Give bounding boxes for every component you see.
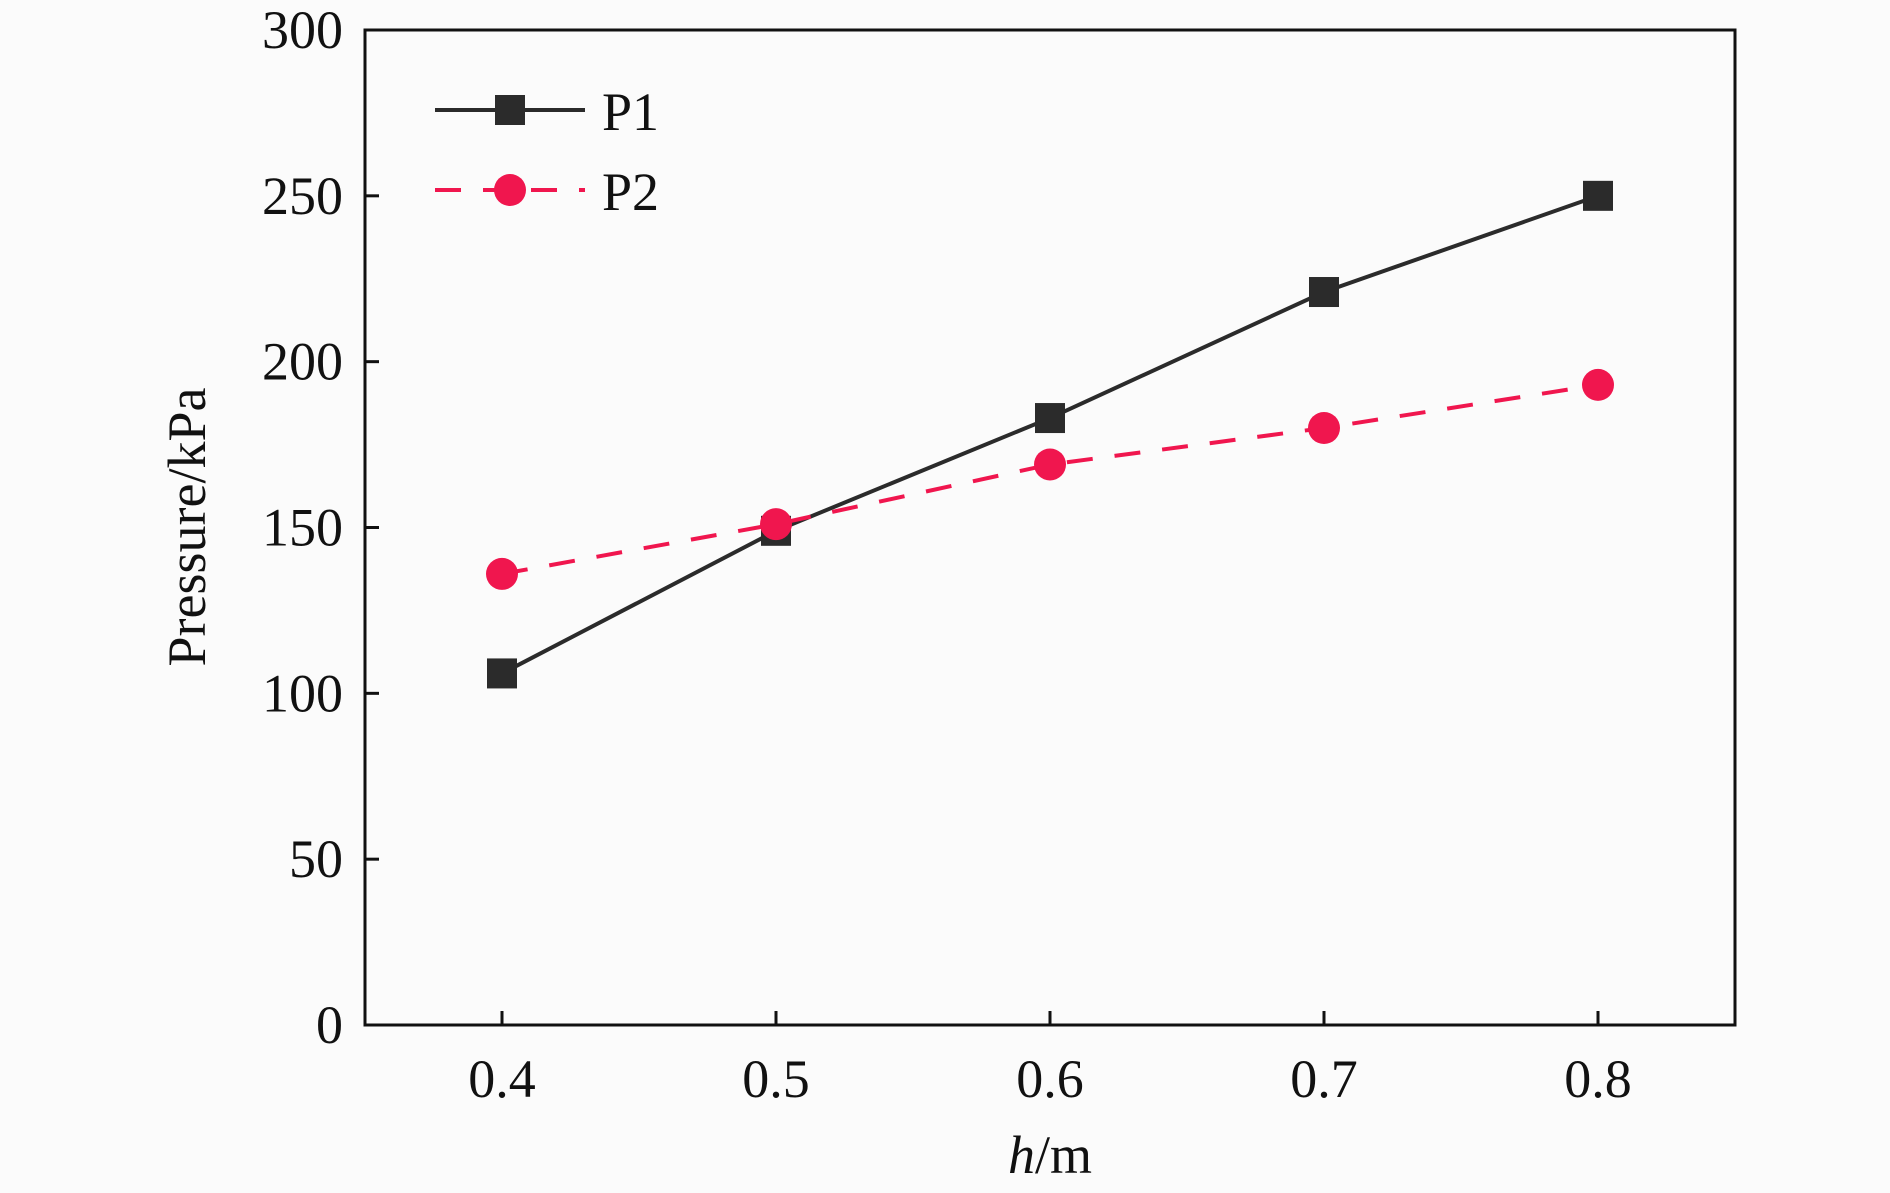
data-point-p2: [760, 508, 792, 541]
series-line-p1: [501, 193, 1599, 676]
plot-frame: [363, 28, 1737, 1027]
y-tick-label: 200: [262, 332, 343, 392]
series-line-p2: [501, 382, 1599, 576]
x-tick-label: 0.5: [742, 1049, 810, 1109]
series-layer: [486, 180, 1614, 689]
x-tick-label: 0.4: [468, 1049, 536, 1109]
series-p1: [487, 180, 1613, 689]
legend: P1 P2: [435, 82, 659, 222]
y-axis-ticks: 0 50 100 150 200 250 300: [262, 0, 379, 1055]
x-axis-title-variable: h: [1008, 1125, 1035, 1185]
x-axis-title: h/m: [1008, 1125, 1092, 1185]
x-axis-title-unit: /m: [1035, 1125, 1092, 1185]
data-point-p2: [486, 557, 518, 590]
y-axis-title: Pressure/kPa: [157, 387, 217, 666]
legend-square-marker-icon: [495, 95, 525, 125]
data-point-p2: [1582, 368, 1614, 401]
y-tick-label: 50: [289, 829, 343, 889]
legend-item-p2: P2: [435, 162, 659, 222]
legend-label-p2: P2: [602, 162, 659, 222]
y-tick-label: 100: [262, 663, 343, 723]
legend-label-p1: P1: [602, 82, 659, 142]
data-point-p1: [1035, 403, 1065, 434]
y-tick-label: 0: [316, 995, 343, 1055]
data-point-p2: [1308, 412, 1340, 444]
legend-circle-marker-icon: [494, 174, 526, 206]
x-tick-label: 0.7: [1290, 1049, 1358, 1109]
data-point-p1: [487, 658, 517, 689]
x-tick-label: 0.8: [1564, 1049, 1632, 1109]
x-axis-ticks: 0.4 0.5 0.6 0.7 0.8: [468, 1011, 1632, 1109]
data-point-p1: [1309, 277, 1339, 308]
series-p2: [486, 368, 1614, 590]
x-tick-label: 0.6: [1016, 1049, 1084, 1109]
y-tick-label: 300: [262, 0, 343, 60]
legend-item-p1: P1: [435, 82, 659, 142]
data-point-p1: [1583, 180, 1613, 211]
y-tick-label: 250: [262, 166, 343, 226]
data-point-p2: [1034, 448, 1066, 481]
y-tick-label: 150: [262, 498, 343, 558]
